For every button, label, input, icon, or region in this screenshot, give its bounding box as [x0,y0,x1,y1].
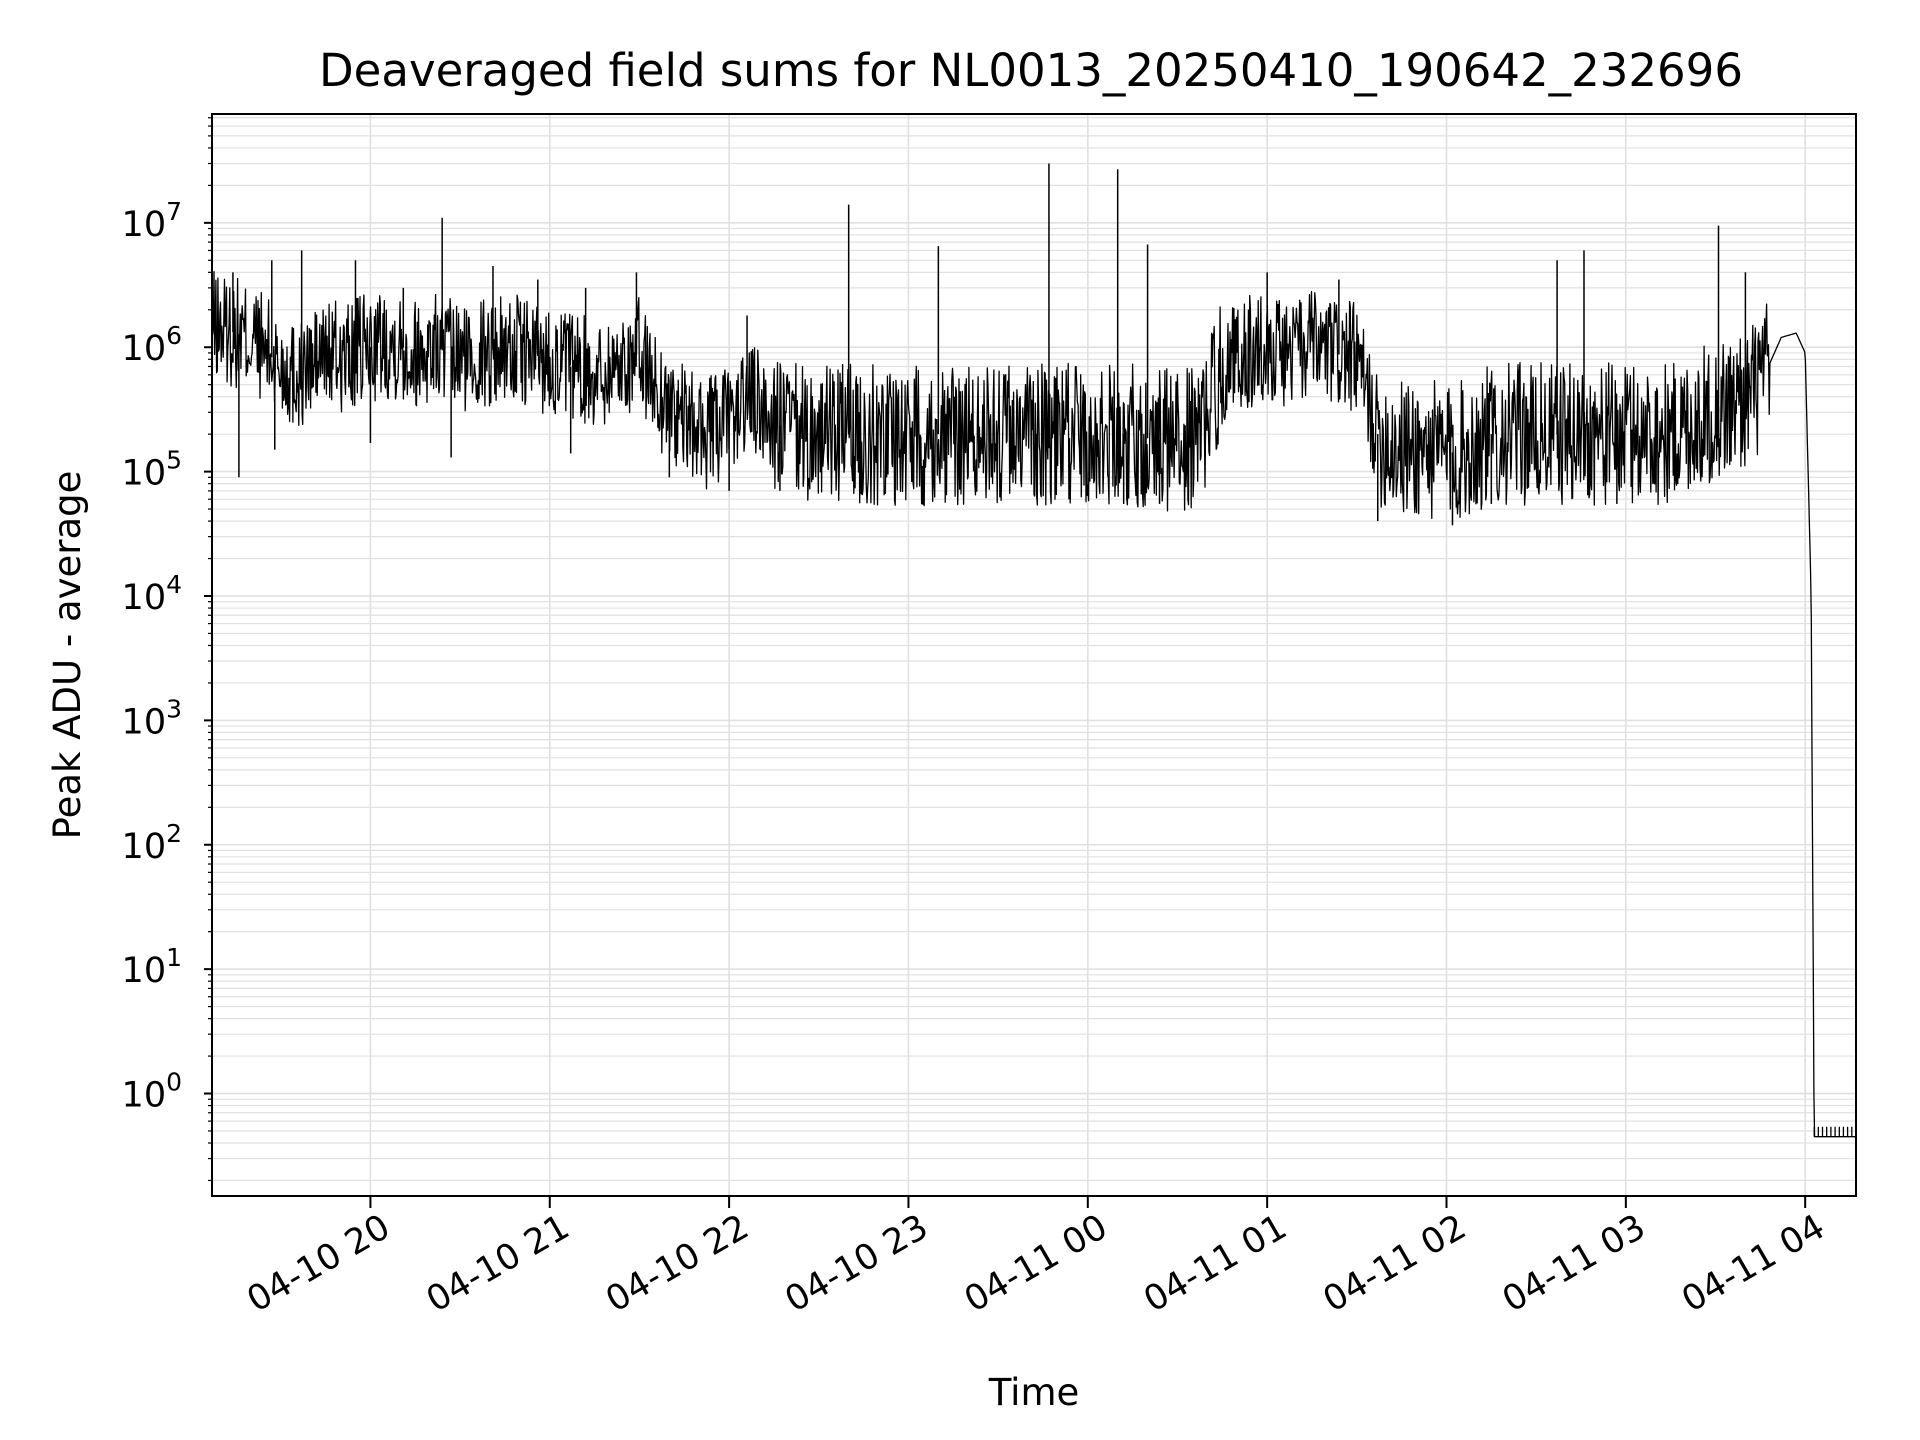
chart-title: Deaveraged field sums for NL0013_2025041… [319,44,1743,97]
y-axis-label: Peak ADU - average [46,471,89,840]
axes-frame [211,113,1857,1197]
y-tick-label: 101 [122,943,182,991]
y-tick-label: 100 [122,1068,182,1116]
series-line [211,270,1856,1138]
x-axis-label: Time [988,1371,1080,1414]
y-tick-label: 105 [122,446,182,494]
y-tick-label: 103 [122,694,182,742]
y-tick-label: 106 [122,321,182,369]
y-axis: 100 101 102 103 104 105 106 107 [122,117,212,1182]
y-tick-label: 104 [122,570,182,618]
y-tick-label: 107 [122,197,182,245]
y-tick-label: 102 [122,819,182,867]
grid [212,114,1856,1196]
plot-area [211,163,1856,1138]
